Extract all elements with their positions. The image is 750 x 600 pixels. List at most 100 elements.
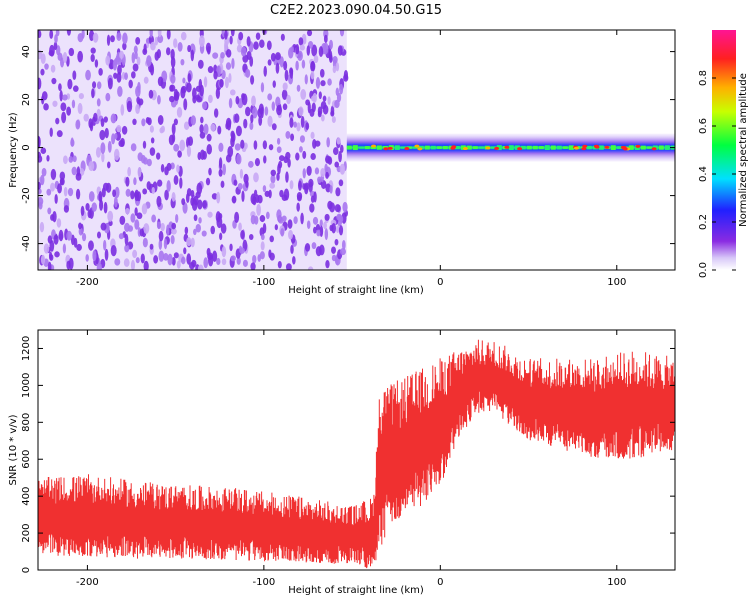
noise-speck <box>316 229 321 237</box>
noise-speck <box>196 96 203 103</box>
noise-speck <box>319 68 325 78</box>
signal-core <box>628 145 634 150</box>
noise-speck <box>163 238 168 250</box>
noise-speck <box>325 171 329 179</box>
noise-speck <box>38 155 43 163</box>
noise-speck <box>116 124 122 133</box>
noise-speck <box>199 124 204 134</box>
noise-speck <box>248 160 254 168</box>
signal-core <box>412 146 418 149</box>
noise-speck <box>142 48 148 55</box>
noise-speck <box>143 157 148 165</box>
noise-speck <box>329 39 333 50</box>
noise-speck <box>221 258 227 266</box>
noise-speck <box>77 102 83 115</box>
noise-speck <box>195 223 201 233</box>
noise-speck <box>75 188 81 200</box>
noise-speck <box>116 71 122 83</box>
noise-speck <box>228 98 233 109</box>
noise-speck <box>166 47 171 56</box>
noise-speck <box>221 246 227 258</box>
noise-speck <box>85 202 90 211</box>
noise-speck <box>40 53 46 65</box>
noise-speck <box>177 150 182 158</box>
spectrogram-ytick-label: -40 <box>21 235 32 251</box>
noise-speck <box>287 158 291 168</box>
noise-speck <box>262 140 268 150</box>
noise-speck <box>171 222 177 230</box>
noise-speck <box>121 125 128 135</box>
noise-speck <box>107 161 111 169</box>
noise-speck <box>220 223 227 234</box>
noise-speck <box>124 233 129 246</box>
noise-speck <box>197 199 203 210</box>
noise-speck <box>276 146 282 154</box>
noise-speck <box>102 182 109 191</box>
noise-speck <box>157 30 162 38</box>
signal-peak <box>504 145 510 149</box>
noise-speck <box>230 30 235 37</box>
noise-speck <box>240 139 245 149</box>
noise-speck <box>219 78 224 88</box>
noise-speck <box>270 174 276 184</box>
noise-speck <box>230 255 236 262</box>
noise-speck <box>110 244 117 257</box>
noise-speck <box>92 32 99 43</box>
snr-xtick-label: 0 <box>437 577 443 588</box>
snr-ytick-label: 600 <box>21 450 32 469</box>
noise-speck <box>276 137 281 145</box>
noise-speck <box>122 42 127 51</box>
noise-speck <box>253 172 259 183</box>
spectrogram-ytick-label: 40 <box>21 45 32 58</box>
noise-speck <box>131 71 136 79</box>
noise-speck <box>156 195 162 208</box>
noise-speck <box>38 188 42 195</box>
signal-peak <box>451 145 457 149</box>
noise-background <box>38 30 347 270</box>
noise-speck <box>133 45 138 54</box>
signal-core <box>646 146 652 149</box>
noise-speck <box>47 261 52 270</box>
signal-peak <box>581 147 587 151</box>
noise-speck <box>75 172 82 181</box>
noise-speck <box>315 77 321 89</box>
noise-speck <box>245 106 251 117</box>
noise-speck <box>311 242 317 250</box>
noise-speck <box>90 53 95 63</box>
noise-speck <box>262 185 267 193</box>
noise-speck <box>203 123 209 135</box>
noise-speck <box>322 95 327 102</box>
noise-speck <box>225 62 232 70</box>
signal-peak <box>387 146 393 150</box>
noise-speck <box>285 130 291 139</box>
signal-core <box>640 145 646 150</box>
noise-speck <box>110 113 117 124</box>
noise-speck <box>40 174 45 186</box>
noise-speck <box>259 39 265 48</box>
signal-core <box>442 145 448 150</box>
noise-speck <box>149 125 154 133</box>
signal-core <box>568 145 574 150</box>
noise-speck <box>298 37 304 46</box>
noise-speck <box>314 167 320 175</box>
noise-speck <box>300 115 305 128</box>
noise-speck <box>53 41 58 51</box>
noise-speck <box>255 32 261 40</box>
noise-speck <box>135 85 141 98</box>
noise-speck <box>267 115 273 127</box>
noise-speck <box>77 32 84 43</box>
noise-speck <box>320 80 326 87</box>
noise-speck <box>207 211 213 218</box>
snr-xtick-label: -200 <box>76 577 99 588</box>
noise-speck <box>202 200 207 209</box>
noise-speck <box>241 93 245 101</box>
noise-speck <box>103 116 108 123</box>
noise-speck <box>283 60 288 71</box>
noise-speck <box>251 95 256 107</box>
noise-speck <box>296 84 301 92</box>
noise-speck <box>206 133 212 142</box>
signal-core <box>424 145 430 150</box>
noise-speck <box>112 59 118 71</box>
noise-speck <box>143 76 149 84</box>
noise-speck <box>339 163 346 175</box>
